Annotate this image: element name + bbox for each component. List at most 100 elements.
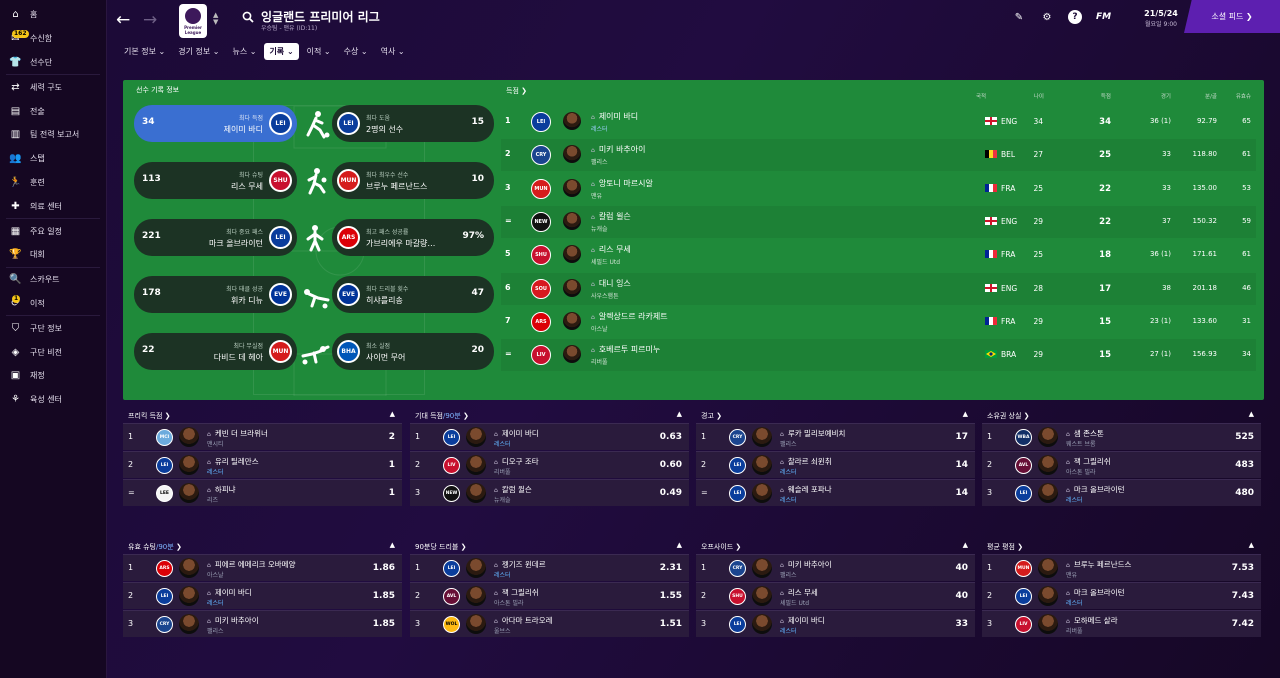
tab-item[interactable]: 이적 ⌄ <box>306 47 331 56</box>
stat-player-name[interactable]: ⌂ 칼럼 윌슨 <box>494 484 532 495</box>
stat-row[interactable]: 2 LEI ⌂ 찰라르 쇠윈취 레스터 14 <box>696 451 975 478</box>
record-pill[interactable]: 178 최다 태클 성공 휘카 디뉴 EVE <box>134 276 297 313</box>
scorers-title[interactable]: 득점 ❯ <box>506 87 527 95</box>
record-pill[interactable]: 97% 최고 패스 성공률 가브리에우 마갈량… ARS <box>332 219 494 256</box>
stat-player-name[interactable]: ⌂ 젱기즈 윈데르 <box>494 559 546 570</box>
stat-row[interactable]: 2 SHU ⌂ 리스 무세 셰필드 Utd 40 <box>696 582 975 609</box>
header-age[interactable]: 나이 <box>1033 94 1044 100</box>
stat-club[interactable]: 셰필드 Utd <box>780 600 810 607</box>
tab-item[interactable]: 수상 ⌄ <box>343 47 368 56</box>
collapse-icon[interactable]: ▲ <box>962 410 968 418</box>
stat-club[interactable]: 레스터 <box>1066 600 1083 607</box>
stat-player-name[interactable]: ⌂ 케빈 더 브라위너 <box>207 428 268 439</box>
stat-club[interactable]: 레스터 <box>780 497 797 504</box>
stat-club[interactable]: 아스톤 빌라 <box>494 600 524 607</box>
record-pill[interactable]: 15 최다 도움 2명의 선수 LEI <box>332 105 494 142</box>
sidebar-item[interactable]: ▦ 주요 일정 <box>0 219 106 243</box>
league-logo[interactable]: Premier League <box>179 4 207 38</box>
stat-row[interactable]: = LEI ⌂ 웨슬레 포파나 레스터 14 <box>696 479 975 506</box>
sidebar-item[interactable]: 🏃 훈련 <box>0 171 106 195</box>
stat-player-name[interactable]: ⌂ 미키 바추아이 <box>207 615 259 626</box>
record-pill[interactable]: 113 최다 슈팅 리스 무세 SHU <box>134 162 297 199</box>
stat-player-name[interactable]: ⌂ 피에르 에메리크 오바메양 <box>207 559 295 570</box>
stat-club[interactable]: 팰리스 <box>207 628 224 635</box>
stat-club[interactable]: 레스터 <box>780 469 797 476</box>
tab-item[interactable]: 기록 ⌄ <box>264 43 299 60</box>
scorer-name[interactable]: ⌂ 미키 바추아이 <box>591 144 646 155</box>
record-pill[interactable]: 221 최다 중요 패스 마크 올브라이턴 LEI <box>134 219 297 256</box>
scorer-row[interactable]: 6 SOU ⌂ 대니 잉스 사우스햄튼 ENG 28 17 38 201.18 46 <box>501 272 1256 305</box>
record-pill[interactable]: 22 최다 무실점 다비드 데 헤아 MUN <box>134 333 297 370</box>
sidebar-item[interactable]: ✉ 162 수신함 <box>0 27 106 51</box>
forward-arrow-icon[interactable]: → <box>143 10 158 30</box>
stat-row[interactable]: 2 AVL ⌂ 잭 그릴리쉬 아스톤 빌라 1.55 <box>410 582 689 609</box>
stat-table-title[interactable]: 오프사이드 ❯ <box>701 542 741 552</box>
collapse-icon[interactable]: ▲ <box>1248 541 1254 549</box>
stat-player-name[interactable]: ⌂ 웨슬레 포파나 <box>780 484 832 495</box>
stat-player-name[interactable]: ⌂ 모하메드 살라 <box>1066 615 1118 626</box>
sidebar-item[interactable]: ⟳ 1 이적 <box>0 292 106 316</box>
scorer-row[interactable]: 1 LEI ⌂ 제이미 바디 레스터 ENG 34 34 36 (1) 92.79 65 <box>501 106 1256 138</box>
scorer-name[interactable]: ⌂ 리스 무세 <box>591 244 631 255</box>
scorer-name[interactable]: ⌂ 호베르투 피르미누 <box>591 344 660 355</box>
stat-club[interactable]: 팰리스 <box>780 572 797 579</box>
stat-row[interactable]: 3 LEI ⌂ 제이미 바디 레스터 33 <box>696 610 975 637</box>
stat-row[interactable]: 1 ARS ⌂ 피에르 에메리크 오바메양 아스날 1.86 <box>123 554 402 581</box>
stat-player-name[interactable]: ⌂ 제이미 바디 <box>780 615 825 626</box>
sidebar-item[interactable]: 👕 선수단 <box>0 51 106 75</box>
header-nationality[interactable]: 국적 <box>976 94 987 100</box>
header-goals[interactable]: 득점 <box>1100 94 1111 100</box>
gamepad-icon[interactable]: ⚙ <box>1042 11 1052 23</box>
stat-row[interactable]: 2 LEI ⌂ 마크 올브라이턴 레스터 7.43 <box>982 582 1261 609</box>
scorer-name[interactable]: ⌂ 제이미 바디 <box>591 111 638 122</box>
stat-row[interactable]: 1 CRY ⌂ 미키 바추아이 팰리스 40 <box>696 554 975 581</box>
scorer-row[interactable]: 3 MUN ⌂ 앙토니 마르시알 맨유 FRA 25 22 33 135.00 53 <box>501 173 1256 205</box>
scorer-club[interactable]: 리버풀 <box>591 359 608 367</box>
stat-club[interactable]: 아스날 <box>207 572 224 579</box>
search-icon[interactable] <box>242 11 254 23</box>
league-switch-chevron-icon[interactable]: ▲ ▼ <box>213 11 219 26</box>
stat-row[interactable]: 1 CRY ⌂ 루카 밀리보예비치 팰리스 17 <box>696 423 975 450</box>
stat-row[interactable]: 1 LEI ⌂ 젱기즈 윈데르 레스터 2.31 <box>410 554 689 581</box>
sidebar-item[interactable]: ▤ 전술 <box>0 99 106 123</box>
scorer-club[interactable]: 레스터 <box>591 126 608 133</box>
stat-row[interactable]: 3 NEW ⌂ 칼럼 윌슨 뉴캐슬 0.49 <box>410 479 689 506</box>
stat-player-name[interactable]: ⌂ 샘 존스톤 <box>1066 428 1104 439</box>
collapse-icon[interactable]: ▲ <box>1248 410 1254 418</box>
sidebar-item[interactable]: ▥ 팀 전력 보고서 <box>0 123 106 147</box>
sidebar-item[interactable]: ⌂ 홈 <box>0 3 106 27</box>
stat-club[interactable]: 아스톤 빌라 <box>1066 469 1096 476</box>
stat-player-name[interactable]: ⌂ 마크 올브라이턴 <box>1066 484 1125 495</box>
stat-club[interactable]: 레스터 <box>207 469 224 476</box>
record-pill[interactable]: 20 최소 실점 사이먼 무어 BHA <box>332 333 494 370</box>
stat-table-title[interactable]: 평균 평점 ❯ <box>987 542 1023 552</box>
stat-club[interactable]: 리버풀 <box>494 469 511 476</box>
stat-club[interactable]: 맨시티 <box>207 441 224 448</box>
header-mins-per-goal[interactable]: 분/골 <box>1205 94 1217 100</box>
stat-player-name[interactable]: ⌂ 마크 올브라이턴 <box>1066 587 1125 598</box>
tab-item[interactable]: 기본 정보 ⌄ <box>124 47 166 56</box>
scorer-club[interactable]: 뉴캐슬 <box>591 225 608 233</box>
sidebar-item[interactable]: ◈ 구단 비전 <box>0 340 106 364</box>
sidebar-item[interactable]: 🔍 스카우트 <box>0 268 106 292</box>
stat-row[interactable]: 1 MUN ⌂ 브루누 페르난드스 맨유 7.53 <box>982 554 1261 581</box>
stat-club[interactable]: 뉴캐슬 <box>494 497 511 504</box>
stat-row[interactable]: 3 LEI ⌂ 마크 올브라이턴 레스터 480 <box>982 479 1261 506</box>
stat-row[interactable]: 1 LEI ⌂ 제이미 바디 레스터 0.63 <box>410 423 689 450</box>
scorer-row[interactable]: 5 SHU ⌂ 리스 무세 셰필드 Utd FRA 25 18 36 (1) 171.61 61 <box>501 239 1256 271</box>
stat-club[interactable]: 맨유 <box>1066 572 1078 579</box>
record-pill[interactable]: 10 최다 최우수 선수 브루누 페르난드스 MUN <box>332 162 494 199</box>
stat-club[interactable]: 리즈 <box>207 497 219 504</box>
record-pill[interactable]: 47 최다 드리블 횟수 히샤를리송 EVE <box>332 276 494 313</box>
stat-row[interactable]: 3 LIV ⌂ 모하메드 살라 리버풀 7.42 <box>982 610 1261 637</box>
stat-row[interactable]: 2 LEI ⌂ 제이미 바디 레스터 1.85 <box>123 582 402 609</box>
edit-icon[interactable]: ✎ <box>1014 11 1024 23</box>
scorer-row[interactable]: 2 CRY ⌂ 미키 바추아이 팰리스 BEL 27 25 33 118.80 61 <box>501 139 1256 172</box>
sidebar-item[interactable]: ▣ 재정 <box>0 364 106 388</box>
header-apps[interactable]: 경기 <box>1160 94 1171 100</box>
stat-player-name[interactable]: ⌂ 잭 그릴리쉬 <box>1066 456 1111 467</box>
stat-row[interactable]: 2 LIV ⌂ 디오구 조타 리버풀 0.60 <box>410 451 689 478</box>
social-feed-button[interactable]: 소셜 피드 ❯ <box>1184 0 1280 33</box>
scorer-row[interactable]: 7 ARS ⌂ 알렉상드르 라카제트 아스날 FRA 29 15 23 (1) 133.60 31 <box>501 306 1256 338</box>
tab-item[interactable]: 역사 ⌄ <box>380 47 405 56</box>
